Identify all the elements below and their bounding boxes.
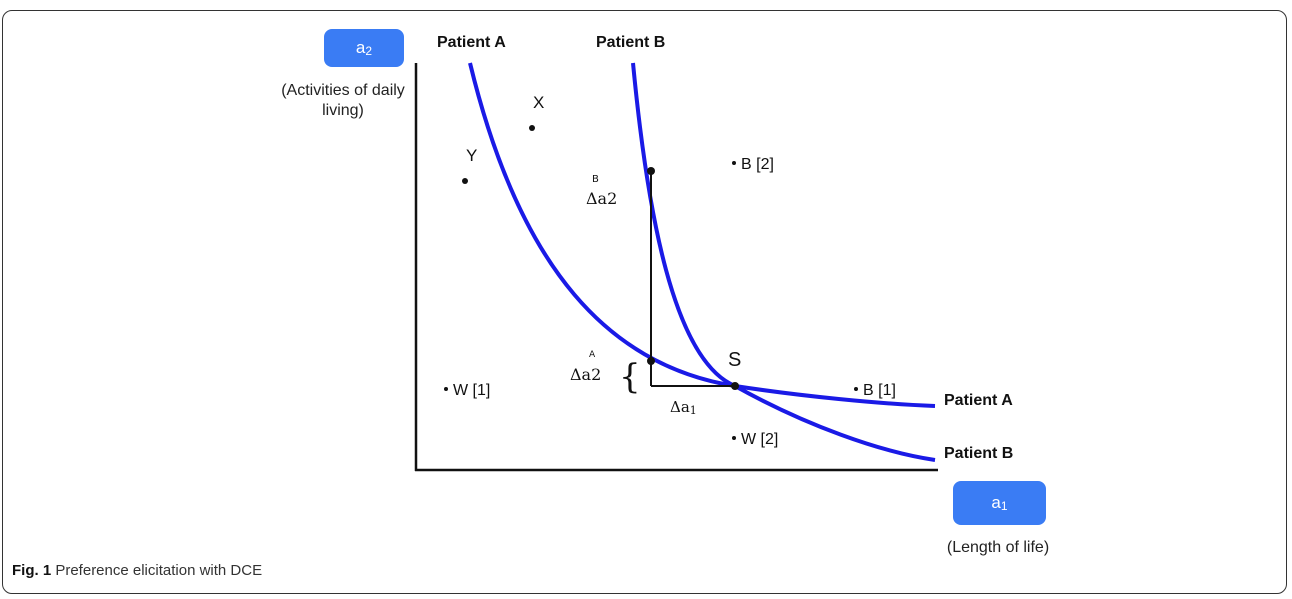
point-b-top: [647, 167, 655, 175]
point-w2-label: W [2]: [741, 431, 778, 448]
curve-right-label-a: Patient A: [944, 392, 1013, 409]
delta-a1-sub: 1: [690, 404, 697, 417]
caption-text: Preference elicitation with DCE: [51, 562, 263, 579]
y-badge-subscript: 2: [365, 44, 373, 58]
figure-caption: Fig. 1 Preference elicitation with DCE: [12, 562, 262, 579]
point-y-label: Y: [466, 146, 477, 165]
point-s: [731, 382, 739, 390]
y-axis-description: (Activities of daily living): [268, 81, 418, 121]
point-x-label: X: [533, 93, 544, 112]
y-badge-letter: a: [355, 38, 366, 57]
delta-b-sup: B: [592, 174, 599, 185]
point-b1-label: B [1]: [863, 382, 896, 399]
curve-patient-a: [468, 62, 936, 408]
point-b1-dot: [854, 387, 858, 391]
point-b2-dot: [732, 161, 736, 165]
x-badge-letter: a: [991, 493, 1001, 512]
point-w1-dot: [444, 387, 448, 391]
caption-label: Fig. 1: [12, 562, 52, 579]
figure-frame: [2, 10, 1287, 594]
curve-patient-b: [631, 62, 936, 462]
curve-top-label-b: Patient B: [596, 34, 665, 51]
delta-a1-label: Δa1: [670, 398, 697, 417]
point-s-label: S: [728, 349, 741, 371]
point-w1-label: W [1]: [453, 382, 490, 399]
delta-b-label: Δa2: [586, 189, 617, 208]
x-badge-subscript: 1: [1000, 499, 1008, 513]
delta-a-sup: A: [589, 350, 596, 360]
point-y-dot: [462, 178, 468, 184]
delta-a-label: Δa2: [570, 365, 601, 384]
point-b2-label: B [2]: [741, 156, 774, 173]
point-x-dot: [529, 125, 535, 131]
curve-top-label-a: Patient A: [437, 34, 506, 51]
delta-brace: {: [619, 357, 641, 397]
x-axis-description: (Length of life): [946, 539, 1050, 556]
point-a-mid: [647, 357, 655, 365]
point-w2-dot: [732, 436, 736, 440]
curve-right-label-b: Patient B: [944, 445, 1013, 462]
y-desc-line1: (Activities of daily: [281, 82, 405, 99]
delta-a1-text: Δa: [670, 398, 690, 416]
y-desc-line2: living): [322, 102, 364, 119]
